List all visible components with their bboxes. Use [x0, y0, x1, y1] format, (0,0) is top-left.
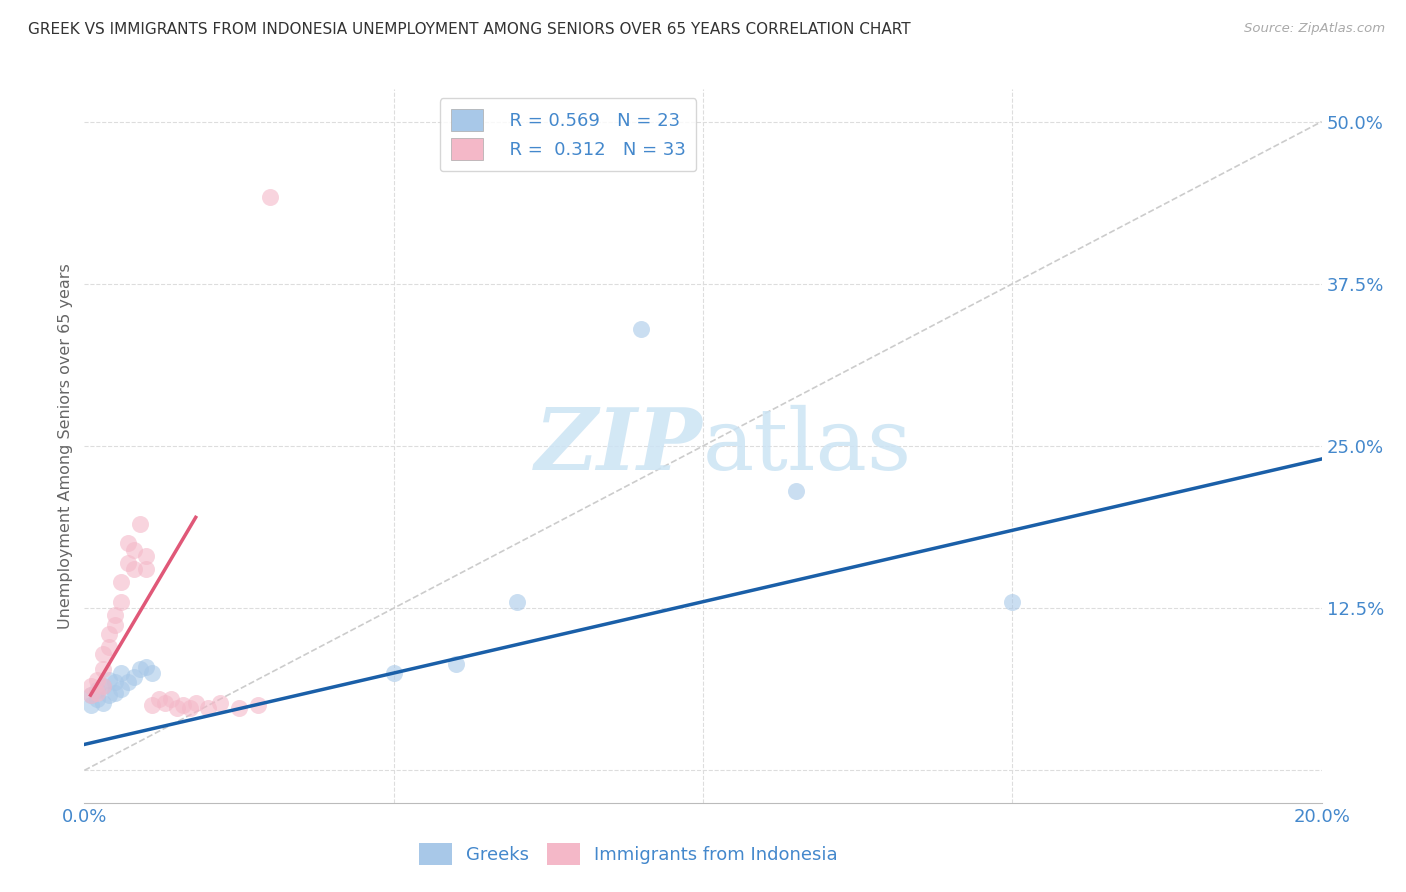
Legend: Greeks, Immigrants from Indonesia: Greeks, Immigrants from Indonesia — [412, 836, 845, 872]
Y-axis label: Unemployment Among Seniors over 65 years: Unemployment Among Seniors over 65 years — [58, 263, 73, 629]
Point — [506, 595, 529, 609]
Point — [129, 516, 152, 531]
Point — [630, 322, 652, 336]
Point — [122, 670, 145, 684]
Text: GREEK VS IMMIGRANTS FROM INDONESIA UNEMPLOYMENT AMONG SENIORS OVER 65 YEARS CORR: GREEK VS IMMIGRANTS FROM INDONESIA UNEMP… — [28, 22, 911, 37]
Text: atlas: atlas — [703, 404, 912, 488]
Point — [209, 696, 232, 710]
Point — [104, 607, 127, 622]
Point — [98, 673, 121, 687]
Point — [98, 688, 121, 702]
Point — [91, 696, 114, 710]
Point — [785, 484, 807, 499]
Point — [122, 542, 145, 557]
Point — [110, 595, 132, 609]
Point — [197, 701, 219, 715]
Point — [160, 692, 183, 706]
Point — [79, 688, 101, 702]
Text: Source: ZipAtlas.com: Source: ZipAtlas.com — [1244, 22, 1385, 36]
Point — [444, 657, 467, 671]
Point — [228, 701, 250, 715]
Text: ZIP: ZIP — [536, 404, 703, 488]
Point — [184, 696, 207, 710]
Point — [104, 675, 127, 690]
Point — [179, 701, 201, 715]
Point — [104, 618, 127, 632]
Point — [91, 662, 114, 676]
Point — [98, 627, 121, 641]
Point — [86, 673, 108, 687]
Point — [172, 698, 194, 713]
Point — [153, 696, 176, 710]
Point — [129, 662, 152, 676]
Point — [79, 698, 101, 713]
Point — [86, 685, 108, 699]
Point — [104, 685, 127, 699]
Point — [86, 692, 108, 706]
Point — [79, 688, 101, 702]
Point — [91, 679, 114, 693]
Point — [1001, 595, 1024, 609]
Point — [117, 675, 139, 690]
Point — [110, 681, 132, 696]
Point — [135, 549, 157, 564]
Point — [122, 562, 145, 576]
Point — [382, 666, 405, 681]
Point — [98, 640, 121, 654]
Point — [141, 666, 163, 681]
Point — [79, 679, 101, 693]
Point — [141, 698, 163, 713]
Point — [135, 562, 157, 576]
Point — [246, 698, 269, 713]
Point — [86, 682, 108, 697]
Point — [117, 536, 139, 550]
Point — [110, 575, 132, 590]
Point — [91, 647, 114, 661]
Point — [91, 679, 114, 693]
Point — [110, 666, 132, 681]
Point — [148, 692, 170, 706]
Point — [166, 701, 188, 715]
Point — [135, 659, 157, 673]
Point — [259, 190, 281, 204]
Point — [117, 556, 139, 570]
